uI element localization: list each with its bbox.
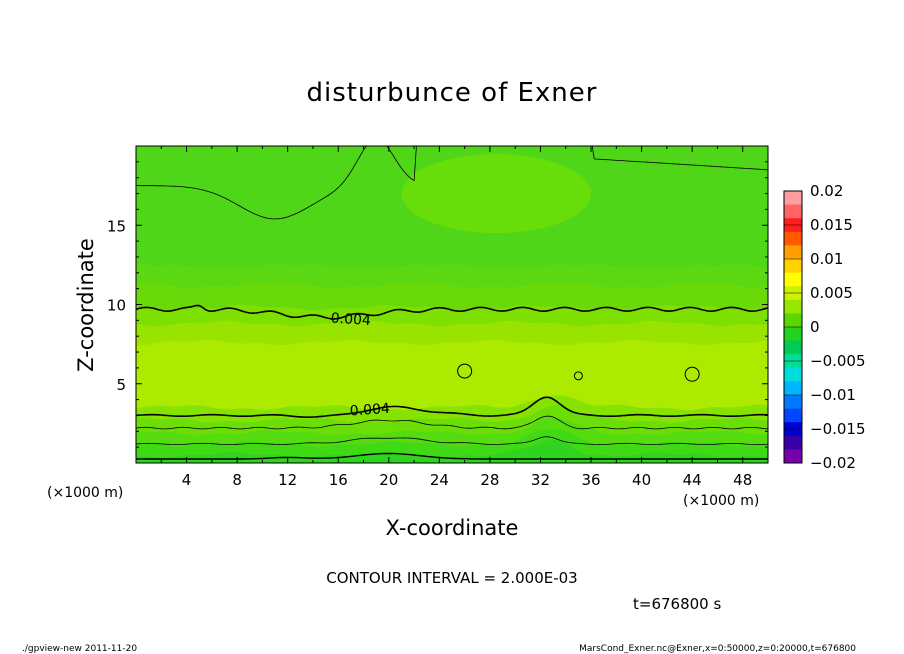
contour-line: [136, 304, 768, 320]
colorbar-swatch: [784, 231, 802, 246]
y-axis: 5 10 15: [107, 161, 768, 448]
colorbar-tick-label: 0.02: [810, 182, 843, 200]
colorbar-tick-label: 0.01: [810, 250, 843, 268]
contour-line: [136, 146, 768, 220]
x-axis-title: X-coordinate: [386, 516, 519, 540]
y-axis-title: Z-coordinate: [74, 238, 98, 372]
x-tick-label: 48: [733, 471, 752, 489]
x-tick-label: 40: [632, 471, 651, 489]
y-tick-label: 5: [116, 376, 126, 394]
contour-label: 0.004: [330, 310, 371, 329]
colorbar-swatch: [784, 245, 802, 260]
footer-right: MarsCond_Exner.nc@Exner,x=0:50000,z=0:20…: [579, 644, 856, 654]
x-tick-label: 4: [182, 471, 192, 489]
colorbar-tick-label: −0.005: [810, 352, 866, 370]
colorbar-tick-label: −0.02: [810, 454, 856, 472]
colorbar-swatch: [784, 191, 802, 205]
colorbar-tick-label: 0.005: [810, 284, 853, 302]
colorbar-swatch: [784, 435, 802, 450]
colorbar-swatch: [784, 408, 802, 423]
colorbar-swatch: [784, 367, 802, 382]
colorbar-swatch: [784, 449, 802, 464]
x-tick-label: 32: [531, 471, 550, 489]
colorbar-swatch: [784, 313, 802, 328]
colorbar-swatch: [784, 327, 802, 341]
time-text: t=676800 s: [633, 595, 721, 613]
x-tick-label: 20: [379, 471, 398, 489]
colorbar-swatch: [784, 340, 802, 355]
x-tick-label: 24: [430, 471, 449, 489]
field-band: [136, 428, 768, 463]
contour-label: 0.004: [349, 401, 390, 420]
contour-loop: [573, 371, 583, 381]
x-unit-label-right: (×1000 m): [683, 493, 759, 509]
contour-lines: [136, 146, 768, 460]
contour-line: [136, 396, 768, 419]
contour-loop: [457, 363, 473, 379]
x-tick-label: 8: [232, 471, 242, 489]
colorbar-tick-label: −0.01: [810, 386, 856, 404]
y-tick-label: 15: [107, 217, 126, 235]
colorbar-swatch: [784, 259, 802, 273]
x-tick-label: 28: [480, 471, 499, 489]
contour-line: [136, 452, 768, 460]
contour-field: [136, 146, 768, 463]
contour-line: [136, 436, 768, 446]
contour-interval-text: CONTOUR INTERVAL = 2.000E-03: [326, 569, 577, 587]
chart-title: disturbunce of Exner: [307, 78, 598, 108]
colorbar-swatch: [784, 272, 802, 287]
colorbar-ticks: 0.02 0.015 0.01 0.005 0 −0.005 −0.01 −0.015 −0.0…: [784, 182, 866, 472]
x-tick-label: 12: [278, 471, 297, 489]
y-tick-label: 10: [107, 297, 126, 315]
x-axis: 4 8 12 16 20 24 28 32 36 40 44 48: [160, 146, 752, 489]
x-tick-label: 44: [683, 471, 702, 489]
colorbar-swatch: [784, 381, 802, 396]
colorbar-tick-label: −0.015: [810, 420, 866, 438]
colorbar-tick-label: 0.015: [810, 216, 853, 234]
colorbar-tick-label: 0: [810, 318, 820, 336]
x-unit-label-left: (×1000 m): [47, 485, 123, 501]
x-tick-label: 16: [329, 471, 348, 489]
contour-loop: [684, 366, 700, 382]
colorbar-swatch: [784, 204, 802, 219]
contour-labels: 0.004 0.004: [330, 310, 390, 419]
colorbar-swatch: [784, 299, 802, 314]
x-tick-label: 36: [581, 471, 600, 489]
colorbar-swatch: [784, 395, 802, 409]
contour-line: [136, 415, 768, 430]
upper-patch: [401, 153, 592, 234]
footer-left: ./gpview-new 2011-11-20: [22, 644, 137, 654]
